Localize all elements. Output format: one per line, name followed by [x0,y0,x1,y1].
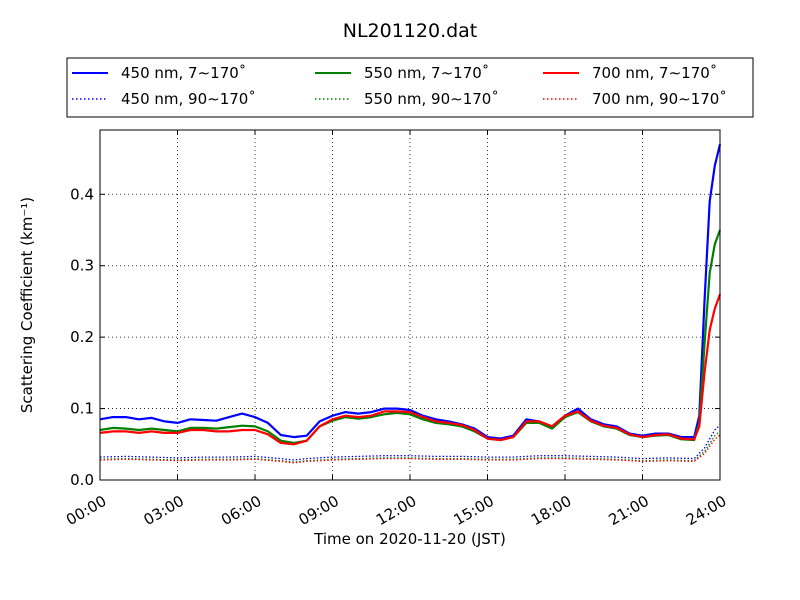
y-tick-label: 0.3 [70,257,94,275]
legend-label: 450 nm, 90∼170˚ [121,90,256,108]
legend-label: 700 nm, 7∼170˚ [592,64,717,82]
y-tick-label: 0.0 [70,471,94,489]
series-line [99,144,722,440]
legend-box [66,57,754,118]
series-line [99,434,721,464]
series-line [99,293,722,446]
legend-items: 450 nm, 7∼170˚ 550 nm, 7∼170˚ 700 nm, 7∼17… [72,64,727,108]
legend-label: 450 nm, 7∼170˚ [121,64,246,82]
x-axis-label: Time on 2020-11-20 (JST) [313,530,506,548]
axis-ticks [99,130,721,481]
chart-title: NL201120.dat [343,20,478,42]
legend-label: 550 nm, 7∼170˚ [364,64,489,82]
y-tick-labels: 0.0 0.1 0.2 0.3 0.4 [70,185,94,489]
y-axis-label: Scattering Coefficient (km⁻¹) [18,197,36,413]
grid [100,130,720,480]
y-tick-label: 0.1 [70,400,94,418]
y-tick-label: 0.4 [70,185,94,203]
series-lines [99,144,722,464]
legend: 450 nm, 7∼170˚ 550 nm, 7∼170˚ 700 nm, 7∼17… [66,57,754,118]
legend-label: 700 nm, 90∼170˚ [592,90,727,108]
series-line [99,430,721,463]
legend-label: 550 nm, 90∼170˚ [364,90,499,108]
series-line [99,424,721,461]
y-tick-label: 0.2 [70,328,94,346]
